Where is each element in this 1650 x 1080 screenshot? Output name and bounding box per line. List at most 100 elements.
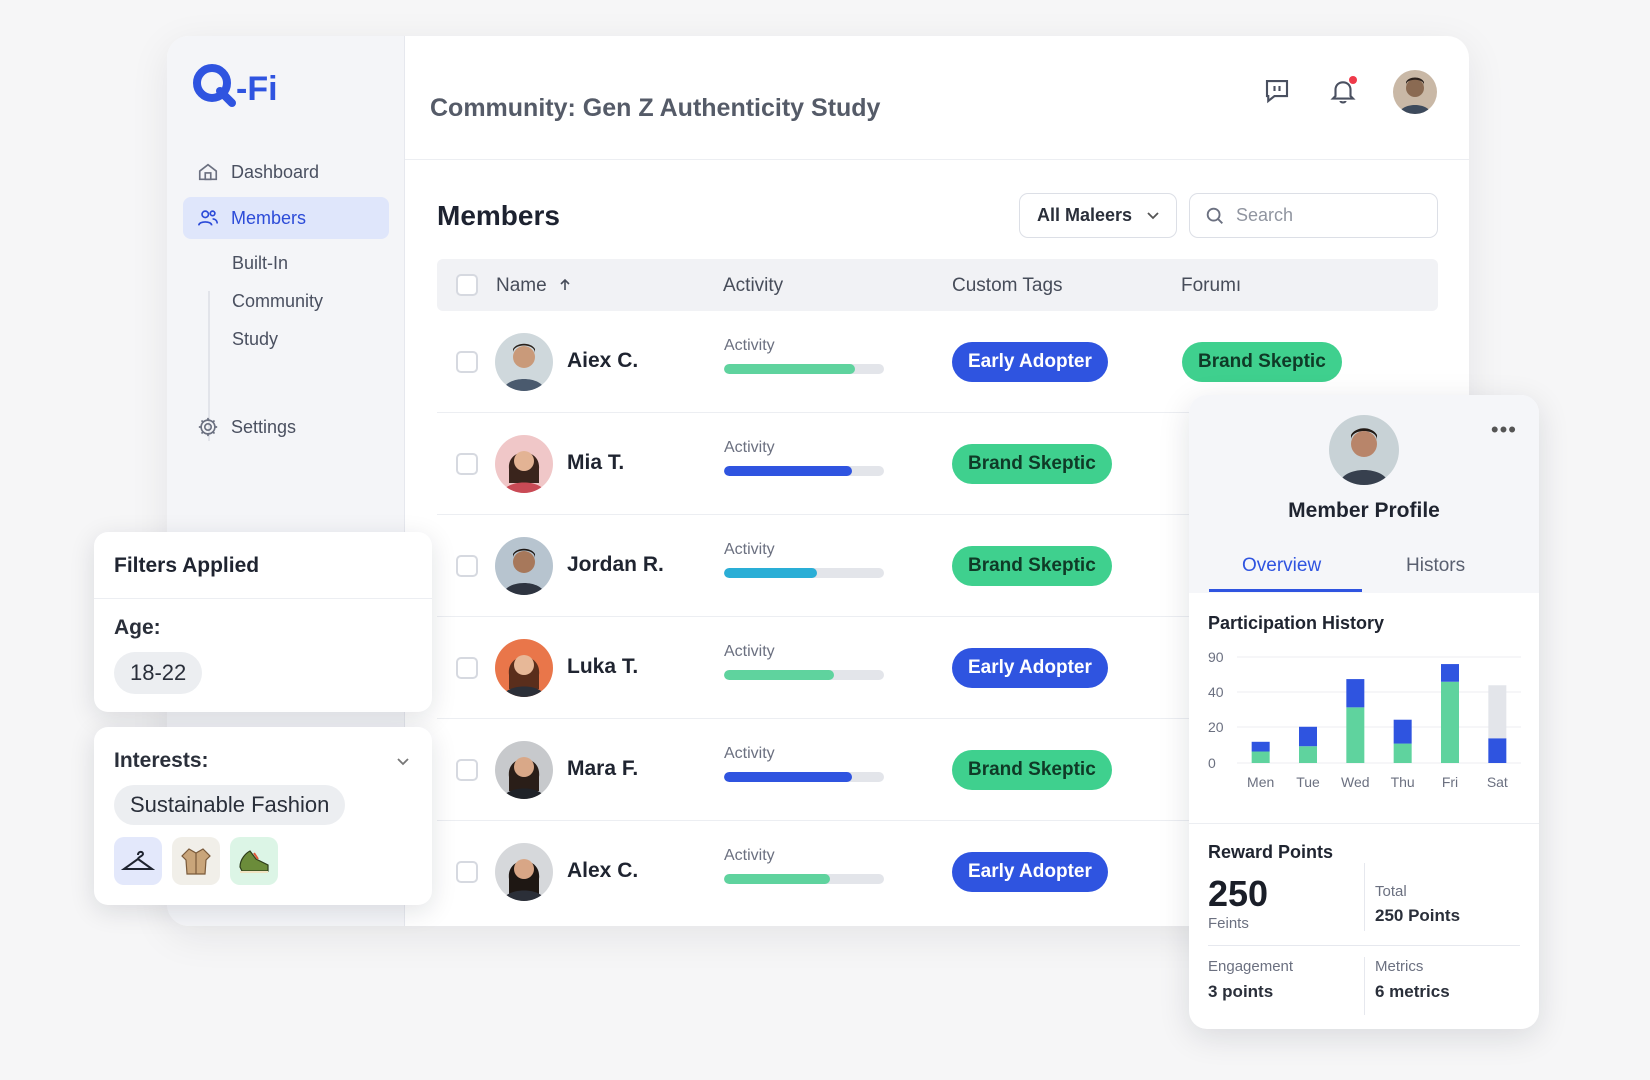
chart-bar[interactable] bbox=[1488, 738, 1507, 763]
column-header-activity[interactable]: Activity bbox=[723, 275, 784, 296]
engagement-label: Engagement bbox=[1208, 958, 1294, 975]
member-name[interactable]: Alex C. bbox=[567, 859, 639, 882]
subnav-item-study[interactable]: Study bbox=[232, 329, 279, 349]
table-row[interactable]: Alex C. Activity Early Adopter bbox=[437, 821, 1197, 923]
select-all-checkbox[interactable] bbox=[456, 274, 478, 296]
member-name[interactable]: Mara F. bbox=[567, 757, 639, 780]
subnav-item-community[interactable]: Community bbox=[232, 291, 324, 311]
interests-card: Interests: Sustainable Fashion bbox=[94, 727, 432, 905]
activity-bar-fill bbox=[724, 772, 852, 782]
row-checkbox[interactable] bbox=[456, 861, 478, 883]
page-title: Community: Gen Z Authenticity Study bbox=[430, 94, 881, 122]
reward-points-value: 250 bbox=[1208, 873, 1269, 914]
row-checkbox[interactable] bbox=[456, 657, 478, 679]
search-input[interactable] bbox=[1236, 205, 1426, 226]
row-checkbox[interactable] bbox=[456, 759, 478, 781]
table-row[interactable]: Luka T. Activity Early Adopter bbox=[437, 617, 1197, 719]
table-row[interactable]: Mara F. Activity Brand Skeptic bbox=[437, 719, 1197, 821]
chart-bar[interactable] bbox=[1299, 726, 1317, 747]
x-tick-label: Thu bbox=[1391, 774, 1415, 790]
users-icon bbox=[198, 210, 218, 226]
divider bbox=[1189, 823, 1539, 824]
chart-bar[interactable] bbox=[1299, 746, 1317, 763]
chart-bar[interactable] bbox=[1393, 743, 1412, 763]
activity-bar-fill bbox=[724, 364, 856, 374]
member-avatar bbox=[495, 639, 553, 697]
chart-bar[interactable] bbox=[1488, 685, 1507, 739]
user-avatar[interactable] bbox=[1393, 70, 1437, 114]
chart-bar[interactable] bbox=[1393, 719, 1412, 744]
chart-bar[interactable] bbox=[1346, 679, 1365, 708]
activity-bar bbox=[724, 568, 884, 578]
total-label: Total bbox=[1375, 883, 1407, 900]
row-checkbox[interactable] bbox=[456, 453, 478, 475]
chart-bar[interactable] bbox=[1251, 751, 1270, 763]
member-name[interactable]: Jordan R. bbox=[567, 553, 664, 576]
table-row[interactable]: Aiex C. Activity Early Adopter Brand Ske… bbox=[437, 311, 1342, 413]
custom-tag[interactable]: Early Adopter bbox=[952, 852, 1108, 892]
table-row[interactable]: Mia T. Activity Brand Skeptic bbox=[437, 413, 1197, 515]
messages-button[interactable] bbox=[1260, 74, 1294, 108]
custom-tag[interactable]: Early Adopter bbox=[952, 648, 1108, 688]
top-bar: Community: Gen Z Authenticity Study bbox=[405, 36, 1469, 160]
custom-tag[interactable]: Brand Skeptic bbox=[952, 444, 1112, 484]
subnav-item-built-in[interactable]: Built-In bbox=[232, 253, 289, 273]
row-checkbox[interactable] bbox=[456, 555, 478, 577]
custom-tag[interactable]: Brand Skeptic bbox=[952, 750, 1112, 790]
metrics-value: 6 metrics bbox=[1375, 982, 1450, 1001]
tab-history[interactable]: Histors bbox=[1406, 555, 1466, 576]
chart-bar[interactable] bbox=[1251, 741, 1270, 752]
member-name[interactable]: Aiex C. bbox=[567, 349, 639, 372]
member-filter-dropdown[interactable]: All Maleers bbox=[1019, 193, 1177, 238]
participation-history-title: Participation History bbox=[1208, 613, 1385, 633]
search-icon bbox=[1206, 207, 1223, 224]
member-avatar bbox=[495, 435, 553, 493]
chart-bar[interactable] bbox=[1346, 707, 1365, 763]
custom-tag[interactable]: Early Adopter bbox=[952, 342, 1108, 382]
hanger-icon[interactable] bbox=[114, 837, 162, 885]
activity-bar-fill bbox=[724, 874, 830, 884]
y-tick-label: 90 bbox=[1208, 649, 1224, 665]
sidebar-item-label: Dashboard bbox=[231, 161, 320, 182]
table-row[interactable]: Jordan R. Activity Brand Skeptic bbox=[437, 515, 1197, 617]
jacket-icon[interactable] bbox=[172, 837, 220, 885]
activity-bar bbox=[724, 466, 884, 476]
chevron-down-icon[interactable] bbox=[396, 757, 410, 767]
chart-bar[interactable] bbox=[1441, 664, 1459, 682]
sneaker-icon[interactable] bbox=[230, 837, 278, 885]
filters-card: Filters Applied Age: 18-22 bbox=[94, 532, 432, 712]
activity-label: Activity bbox=[724, 745, 775, 762]
column-header-name[interactable]: Name bbox=[496, 275, 572, 297]
interest-chip[interactable]: Sustainable Fashion bbox=[114, 785, 346, 825]
table-header: Name Activity Custom Tags Forumı bbox=[437, 259, 1438, 311]
q-fi-logo[interactable]: -Fi bbox=[192, 58, 302, 118]
message-icon bbox=[1265, 79, 1289, 104]
column-header-forum[interactable]: Forumı bbox=[1181, 275, 1242, 296]
tab-overview[interactable]: Overview bbox=[1242, 555, 1322, 576]
divider bbox=[94, 598, 432, 599]
more-options-button[interactable]: ••• bbox=[1490, 417, 1517, 442]
member-name[interactable]: Luka T. bbox=[567, 655, 639, 678]
home-icon bbox=[198, 163, 218, 181]
profile-avatar bbox=[1329, 415, 1399, 485]
subnav-line bbox=[208, 291, 210, 441]
member-name[interactable]: Mia T. bbox=[567, 451, 625, 474]
column-header-custom-tags[interactable]: Custom Tags bbox=[952, 275, 1063, 296]
divider bbox=[1364, 863, 1365, 931]
x-tick-label: Sat bbox=[1487, 774, 1508, 790]
age-chip[interactable]: 18-22 bbox=[114, 652, 203, 694]
sidebar-item-members[interactable]: Members bbox=[183, 197, 389, 239]
member-avatar bbox=[495, 741, 553, 799]
reward-points-title: Reward Points bbox=[1208, 842, 1334, 862]
sidebar-item-dashboard[interactable]: Dashboard bbox=[183, 151, 389, 193]
chevron-down-icon bbox=[1147, 212, 1159, 220]
svg-text:-Fi: -Fi bbox=[236, 70, 278, 108]
filters-title: Filters Applied bbox=[114, 554, 260, 577]
notifications-button[interactable] bbox=[1326, 74, 1360, 108]
row-checkbox[interactable] bbox=[456, 351, 478, 373]
forum-tag[interactable]: Brand Skeptic bbox=[1182, 342, 1342, 382]
custom-tag[interactable]: Brand Skeptic bbox=[952, 546, 1112, 586]
member-profile-card: ••• Member Profile Overview Histors Part… bbox=[1189, 395, 1539, 1029]
chart-bar[interactable] bbox=[1441, 681, 1459, 763]
sidebar-item-settings[interactable]: Settings bbox=[183, 406, 389, 448]
